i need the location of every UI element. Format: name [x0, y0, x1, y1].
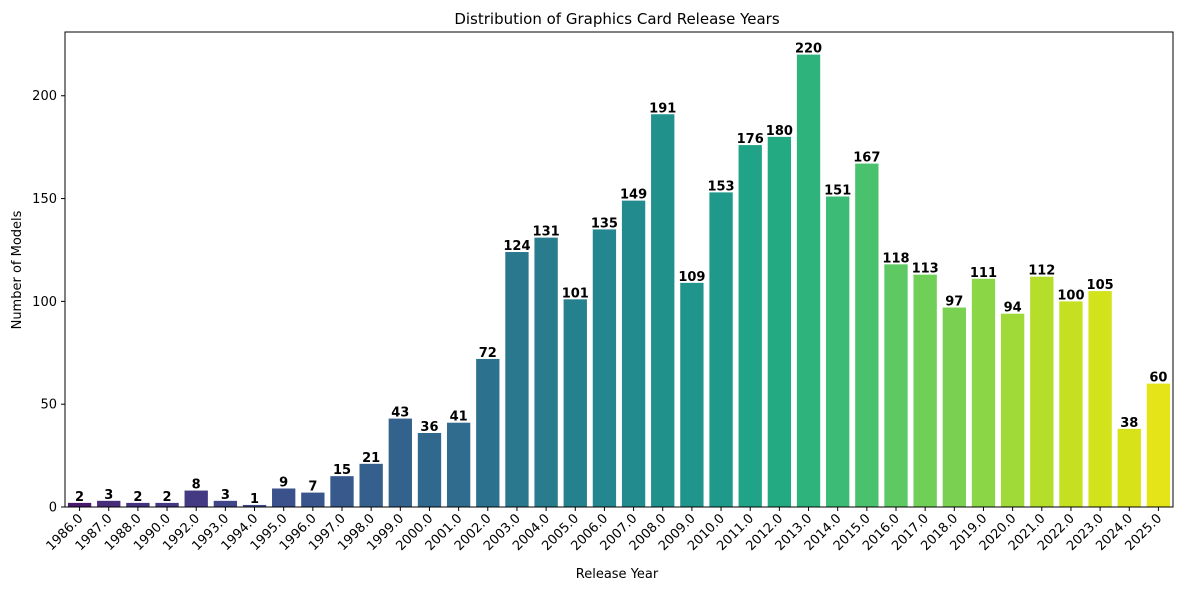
bar-value-label: 167: [853, 151, 880, 166]
bar-value-label: 7: [308, 480, 317, 495]
bar-value-label: 124: [503, 239, 530, 254]
bar: [942, 307, 966, 507]
bar-value-label: 180: [766, 124, 793, 139]
bar: [563, 299, 587, 507]
bar: [680, 282, 704, 507]
bar-value-label: 1: [250, 492, 259, 507]
bar-value-label: 111: [970, 266, 997, 281]
bar: [738, 145, 762, 507]
bar: [97, 500, 121, 507]
bar: [1088, 291, 1112, 507]
y-tick-label: 200: [32, 89, 57, 104]
bar: [67, 502, 92, 507]
bar: [767, 136, 792, 508]
y-axis: 0 50 100 150 200: [32, 89, 65, 516]
data-labels: 2 3 2 283 19 71521433641721241311011351491911…: [75, 42, 1167, 507]
y-tick-label: 150: [32, 192, 57, 207]
bar: [1117, 428, 1141, 507]
bar: [913, 274, 937, 507]
bar: [126, 502, 150, 507]
bar-value-label: 220: [795, 42, 822, 57]
bar-value-label: 101: [562, 286, 589, 301]
bar: [155, 502, 179, 507]
bar-value-label: 43: [391, 406, 409, 421]
bar: [505, 252, 529, 507]
bar-value-label: 38: [1120, 416, 1138, 431]
bar: [1000, 313, 1025, 507]
bar-value-label: 113: [912, 262, 939, 277]
bar: [855, 163, 879, 507]
bar-value-label: 2: [75, 490, 84, 505]
bar: [796, 54, 821, 507]
x-axis-title: Release Year: [576, 567, 659, 582]
bar-value-label: 3: [221, 488, 230, 503]
bar: [476, 358, 500, 507]
bar: [272, 488, 296, 507]
bar-value-label: 41: [450, 410, 468, 425]
bar-value-label: 149: [620, 188, 647, 203]
y-axis-title: Number of Models: [10, 210, 25, 329]
bar-value-label: 176: [737, 132, 764, 147]
bar-value-label: 72: [479, 346, 497, 361]
bar-value-label: 112: [1028, 264, 1055, 279]
bar: [592, 229, 617, 508]
bar-value-label: 36: [420, 420, 438, 435]
y-tick-label: 0: [49, 501, 57, 516]
bar: [651, 114, 675, 507]
bar-value-label: 100: [1057, 288, 1084, 303]
bar-value-label: 153: [707, 179, 734, 194]
bar: [301, 492, 325, 507]
bar: [359, 463, 383, 507]
bar: [446, 422, 471, 507]
bar-value-label: 8: [192, 478, 201, 493]
bar-value-label: 15: [333, 463, 351, 478]
bar: [330, 476, 354, 507]
bar: [1059, 301, 1083, 507]
bar-value-label: 105: [1087, 278, 1114, 293]
bars: [67, 54, 1171, 508]
x-axis: 1986.01987.01988.01990.01992.01993.01994…: [44, 507, 1165, 554]
bar: [971, 278, 996, 507]
bar-value-label: 21: [362, 451, 380, 466]
bar: [884, 264, 908, 507]
bar-value-label: 118: [882, 251, 909, 266]
bar: [826, 196, 850, 507]
bar: [534, 237, 558, 508]
bar-value-label: 135: [591, 216, 618, 231]
bar: [1030, 276, 1054, 507]
bar-value-label: 151: [824, 184, 851, 199]
bar-value-label: 94: [1004, 301, 1022, 316]
chart-title: Distribution of Graphics Card Release Ye…: [454, 10, 780, 28]
bar-value-label: 109: [678, 270, 705, 285]
bar: [417, 432, 442, 507]
bar: [709, 192, 733, 507]
bar: [184, 490, 208, 507]
bar: [388, 418, 412, 507]
plot-frame: [64, 31, 1174, 508]
bar-value-label: 131: [533, 225, 560, 240]
bar-value-label: 3: [104, 488, 113, 503]
bar-value-label: 9: [279, 475, 288, 490]
y-tick-label: 50: [40, 398, 57, 413]
bar: [1146, 383, 1171, 507]
bar-value-label: 191: [649, 101, 676, 116]
bar: [213, 500, 238, 507]
bar-value-label: 2: [163, 490, 172, 505]
bar-value-label: 60: [1149, 371, 1167, 386]
bar: [242, 504, 267, 507]
y-tick-label: 100: [32, 295, 57, 310]
bar: [621, 200, 646, 507]
bar-value-label: 2: [133, 490, 142, 505]
bar-value-label: 97: [945, 295, 963, 310]
